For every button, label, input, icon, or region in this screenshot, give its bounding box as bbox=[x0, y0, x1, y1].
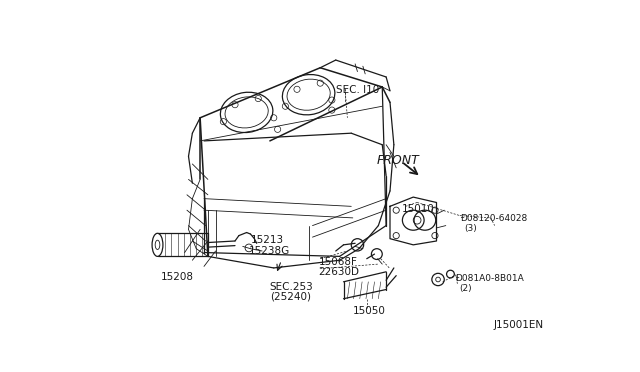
Text: 15010: 15010 bbox=[402, 204, 435, 214]
Text: (2): (2) bbox=[460, 284, 472, 293]
Text: SEC.253: SEC.253 bbox=[270, 282, 314, 292]
Text: 22630D: 22630D bbox=[319, 267, 360, 277]
Text: 15068F: 15068F bbox=[319, 257, 358, 267]
Text: SEC. l10: SEC. l10 bbox=[336, 85, 379, 95]
Text: 15050: 15050 bbox=[353, 306, 386, 316]
Text: 15238G: 15238G bbox=[249, 246, 290, 256]
Text: Ð08120-64028: Ð08120-64028 bbox=[460, 214, 527, 223]
Text: FRONT: FRONT bbox=[377, 154, 420, 167]
Text: (25240): (25240) bbox=[270, 291, 311, 301]
Text: J15001EN: J15001EN bbox=[493, 320, 543, 330]
Text: (3): (3) bbox=[465, 224, 477, 233]
Text: 15213: 15213 bbox=[250, 235, 284, 245]
Text: Ð081A0-8B01A: Ð081A0-8B01A bbox=[455, 274, 524, 283]
Text: 15208: 15208 bbox=[161, 272, 194, 282]
